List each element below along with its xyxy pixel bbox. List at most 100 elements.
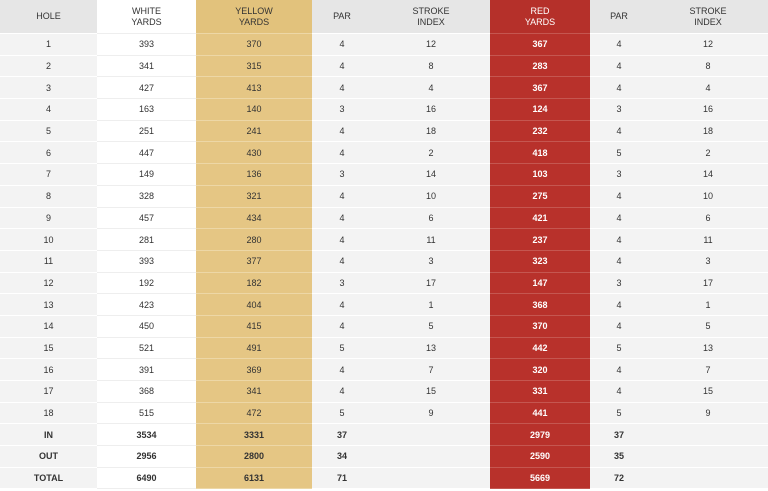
table-cell: 13: [0, 293, 97, 316]
table-cell: 6: [372, 207, 490, 230]
table-cell: 281: [97, 228, 196, 251]
table-cell: 14: [0, 315, 97, 338]
table-cell: 441: [490, 402, 590, 425]
table-cell: 4: [312, 293, 372, 316]
table-cell: 320: [490, 358, 590, 381]
table-cell: 4: [590, 358, 648, 381]
table-cell: 1: [372, 293, 490, 316]
table-cell: [648, 445, 768, 468]
table-cell: 4: [312, 250, 372, 273]
table-cell: [648, 423, 768, 447]
table-cell: 10: [648, 185, 768, 208]
table-cell: 182: [196, 272, 312, 295]
header-cell: PAR: [312, 0, 372, 34]
table-cell: 450: [97, 315, 196, 338]
table-cell: 4: [312, 380, 372, 403]
table-cell: 2: [372, 141, 490, 165]
table-cell: 2: [0, 55, 97, 78]
table-cell: 16: [372, 98, 490, 121]
table-cell: 7: [0, 163, 97, 186]
table-cell: 16: [0, 358, 97, 381]
table-row: 13 423 404 4 1 368 4 1: [0, 293, 768, 316]
header-cell: RED YARDS: [490, 0, 590, 34]
table-cell: 427: [97, 76, 196, 100]
table-cell: 515: [97, 402, 196, 425]
table-row: 12 192 182 3 17 147 3 17: [0, 272, 768, 295]
table-cell: 4: [312, 55, 372, 78]
table-cell: 472: [196, 402, 312, 425]
table-cell: 369: [196, 358, 312, 381]
table-cell: 7: [372, 358, 490, 381]
table-cell: 1: [0, 33, 97, 56]
table-cell: 17: [648, 272, 768, 295]
table-row: 6 447 430 4 2 418 5 2: [0, 141, 768, 165]
table-cell: 237: [490, 228, 590, 251]
table-cell: 393: [97, 33, 196, 56]
table-cell: 3: [590, 98, 648, 121]
header-text: YARDS: [131, 16, 162, 27]
header-cell: WHITE YARDS: [97, 0, 196, 34]
table-cell: 10: [372, 185, 490, 208]
table-cell: 8: [648, 55, 768, 78]
table-cell: 2956: [97, 445, 196, 468]
table-cell: 7: [648, 358, 768, 381]
table-cell: 2800: [196, 445, 312, 468]
table-cell: 72: [590, 467, 648, 490]
table-cell: 4: [590, 380, 648, 403]
table-cell: 140: [196, 98, 312, 121]
table-cell: 315: [196, 55, 312, 78]
table-cell: 4: [312, 358, 372, 381]
table-cell: 18: [648, 120, 768, 143]
table-cell: 4: [648, 76, 768, 100]
table-row: 8 328 321 4 10 275 4 10: [0, 185, 768, 208]
table-cell: 280: [196, 228, 312, 251]
table-cell: 321: [196, 185, 312, 208]
table-cell: 136: [196, 163, 312, 186]
table-cell: 404: [196, 293, 312, 316]
table-cell: 13: [372, 337, 490, 360]
table-cell: 103: [490, 163, 590, 186]
table-cell: 12: [648, 33, 768, 56]
table-row: 16 391 369 4 7 320 4 7: [0, 358, 768, 381]
table-cell: 323: [490, 250, 590, 273]
table-cell: 6490: [97, 467, 196, 490]
table-cell: 4: [312, 33, 372, 56]
table-cell: 12: [372, 33, 490, 56]
table-cell: 368: [97, 380, 196, 403]
table-cell: 4: [312, 185, 372, 208]
table-cell: 3534: [97, 423, 196, 447]
table-cell: 4: [590, 55, 648, 78]
table-cell: 9: [372, 402, 490, 425]
table-cell: 192: [97, 272, 196, 295]
table-cell: 3: [648, 250, 768, 273]
header-cell: PAR: [590, 0, 648, 34]
table-cell: 13: [648, 337, 768, 360]
table-cell: 3: [312, 272, 372, 295]
header-text: YELLOW: [235, 5, 273, 16]
table-cell: 447: [97, 141, 196, 165]
table-cell: 4: [590, 120, 648, 143]
table-cell: 331: [490, 380, 590, 403]
header-text: YARDS: [238, 16, 270, 27]
table-cell: 11: [0, 250, 97, 273]
table-cell: 6: [0, 141, 97, 165]
table-cell: 430: [196, 141, 312, 165]
table-cell: 3: [312, 98, 372, 121]
table-cell: 4: [0, 98, 97, 121]
table-row: 17 368 341 4 15 331 4 15: [0, 380, 768, 403]
table-row: 7 149 136 3 14 103 3 14: [0, 163, 768, 186]
header-text: STROKE: [412, 5, 450, 16]
table-cell: 3: [312, 163, 372, 186]
table-cell: 413: [196, 76, 312, 100]
table-cell: 3: [0, 76, 97, 100]
table-cell: 283: [490, 55, 590, 78]
header-cell: HOLE: [0, 0, 97, 34]
table-cell: 370: [196, 33, 312, 56]
table-cell: 5: [372, 315, 490, 338]
table-row: 1 393 370 4 12 367 4 12: [0, 33, 768, 56]
table-body: 1 393 370 4 12 367 4 12 2 341 315 4 8 283 4 8 3 427 413 4 4 3…: [0, 33, 768, 490]
table-cell: 241: [196, 120, 312, 143]
table-cell: 18: [0, 402, 97, 425]
table-cell: 149: [97, 163, 196, 186]
